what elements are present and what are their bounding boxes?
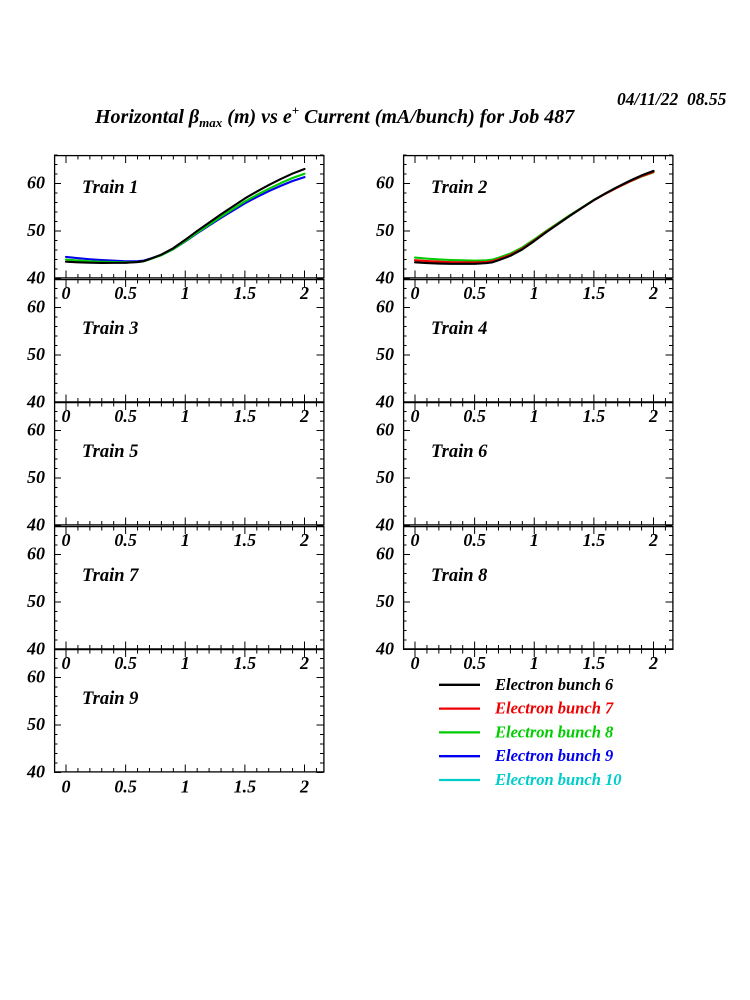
svg-text:Train 1: Train 1 (82, 178, 138, 198)
svg-text:60: 60 (27, 296, 45, 316)
svg-text:60: 60 (376, 420, 394, 440)
svg-text:0.5: 0.5 (463, 530, 486, 550)
svg-text:Train 2: Train 2 (431, 178, 487, 198)
svg-text:40: 40 (375, 638, 394, 658)
svg-text:2: 2 (648, 283, 658, 303)
svg-text:Electron bunch 8: Electron bunch 8 (494, 722, 613, 741)
svg-text:1: 1 (181, 283, 190, 303)
svg-text:60: 60 (27, 420, 45, 440)
svg-text:1.5: 1.5 (582, 530, 605, 550)
svg-text:60: 60 (376, 173, 394, 193)
svg-text:1: 1 (181, 777, 190, 797)
svg-text:40: 40 (375, 391, 394, 411)
svg-text:0: 0 (410, 406, 419, 426)
svg-text:50: 50 (27, 467, 45, 487)
svg-text:0.5: 0.5 (114, 653, 136, 673)
svg-text:2: 2 (299, 283, 309, 303)
svg-text:1: 1 (529, 406, 538, 426)
svg-text:1: 1 (529, 653, 538, 673)
svg-text:Train 3: Train 3 (82, 319, 138, 339)
svg-text:1.5: 1.5 (234, 406, 257, 426)
svg-text:0.5: 0.5 (463, 283, 486, 303)
svg-text:1.5: 1.5 (234, 653, 257, 673)
svg-text:0: 0 (410, 653, 419, 673)
svg-text:50: 50 (27, 344, 45, 364)
svg-text:50: 50 (27, 591, 45, 611)
svg-text:40: 40 (375, 268, 394, 288)
svg-text:Train 9: Train 9 (82, 689, 138, 709)
svg-text:Electron bunch 6: Electron bunch 6 (494, 675, 614, 694)
svg-text:2: 2 (648, 653, 658, 673)
svg-text:1.5: 1.5 (582, 283, 605, 303)
svg-text:1.5: 1.5 (234, 777, 257, 797)
svg-text:Electron bunch 9: Electron bunch 9 (494, 746, 613, 765)
svg-text:1: 1 (529, 530, 538, 550)
svg-text:2: 2 (648, 530, 658, 550)
svg-text:40: 40 (26, 638, 45, 658)
svg-text:1.5: 1.5 (582, 406, 605, 426)
svg-text:1: 1 (181, 653, 190, 673)
svg-text:0.5: 0.5 (114, 530, 136, 550)
svg-text:2: 2 (299, 777, 309, 797)
svg-text:60: 60 (27, 173, 45, 193)
svg-text:2: 2 (648, 406, 658, 426)
svg-text:40: 40 (26, 391, 45, 411)
svg-text:0: 0 (410, 530, 419, 550)
svg-text:0: 0 (62, 406, 71, 426)
svg-text:1.5: 1.5 (582, 653, 605, 673)
svg-text:2: 2 (299, 653, 309, 673)
svg-text:40: 40 (375, 515, 394, 535)
svg-text:2: 2 (299, 406, 309, 426)
svg-text:1.5: 1.5 (234, 530, 257, 550)
svg-text:0: 0 (62, 530, 71, 550)
svg-text:1.5: 1.5 (234, 283, 257, 303)
svg-text:50: 50 (376, 467, 394, 487)
svg-text:60: 60 (27, 667, 45, 687)
svg-text:Train 4: Train 4 (431, 319, 487, 339)
svg-text:2: 2 (299, 530, 309, 550)
svg-text:50: 50 (376, 220, 394, 240)
svg-text:1: 1 (181, 530, 190, 550)
svg-text:0.5: 0.5 (114, 406, 136, 426)
svg-text:1: 1 (529, 283, 538, 303)
svg-text:40: 40 (26, 762, 45, 782)
svg-text:Train 8: Train 8 (431, 566, 487, 586)
svg-text:0: 0 (62, 653, 71, 673)
svg-text:60: 60 (376, 296, 394, 316)
svg-text:40: 40 (26, 268, 45, 288)
svg-text:Electron bunch 10: Electron bunch 10 (494, 770, 622, 789)
svg-text:0.5: 0.5 (463, 653, 486, 673)
svg-text:50: 50 (376, 344, 394, 364)
svg-text:1: 1 (181, 406, 190, 426)
svg-text:Electron bunch 7: Electron bunch 7 (494, 699, 614, 718)
svg-text:60: 60 (376, 543, 394, 563)
svg-text:0.5: 0.5 (114, 777, 136, 797)
svg-text:0.5: 0.5 (463, 406, 486, 426)
svg-text:50: 50 (376, 591, 394, 611)
svg-text:0: 0 (62, 777, 71, 797)
svg-text:0: 0 (62, 283, 71, 303)
svg-text:Train 7: Train 7 (82, 566, 139, 586)
svg-text:60: 60 (27, 543, 45, 563)
svg-text:0: 0 (410, 283, 419, 303)
svg-text:50: 50 (27, 714, 45, 734)
svg-text:40: 40 (26, 515, 45, 535)
svg-text:50: 50 (27, 220, 45, 240)
svg-text:Train 5: Train 5 (82, 442, 138, 462)
svg-text:Train 6: Train 6 (431, 442, 488, 462)
svg-text:0.5: 0.5 (114, 283, 136, 303)
